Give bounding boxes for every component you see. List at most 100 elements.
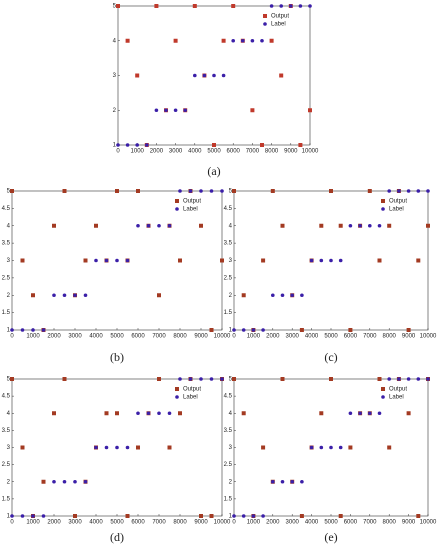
output-point [406, 328, 411, 332]
label-point [250, 38, 255, 43]
caption: (c) [324, 350, 337, 364]
x-tick-label: 4000 [188, 149, 202, 155]
label-point [289, 4, 293, 8]
output-point [329, 189, 333, 193]
output-point [104, 411, 109, 416]
y-tick-label: 5 [229, 377, 233, 383]
y-tick-label: 2.5 [224, 462, 233, 468]
output-point [250, 108, 255, 113]
output-point [167, 445, 172, 450]
legend-marker [175, 199, 179, 203]
label-point [290, 479, 295, 484]
output-point [416, 258, 421, 263]
label-point [167, 411, 172, 416]
output-point [426, 223, 430, 228]
y-tick-label: 2.5 [2, 462, 11, 468]
label-point [300, 293, 304, 298]
output-point [348, 445, 353, 450]
y-tick-label: 2 [229, 479, 233, 485]
legend-label: Output [271, 14, 289, 20]
output-point [157, 377, 161, 381]
y-tick-label: 3 [7, 258, 11, 264]
x-tick-label: 4000 [89, 520, 103, 526]
x-tick-label: 1000 [247, 520, 261, 526]
label-point [397, 189, 401, 193]
label-point [358, 223, 362, 228]
x-tick-label: 0 [232, 334, 236, 340]
x-tick-label: 5000 [324, 520, 338, 526]
label-point [368, 411, 372, 416]
output-point [209, 328, 214, 332]
x-tick-label: 4000 [89, 334, 103, 340]
x-tick-label: 2000 [150, 149, 164, 155]
output-point [115, 411, 119, 416]
label-point [41, 514, 46, 518]
label-point [202, 73, 207, 78]
output-point [308, 108, 312, 113]
label-point [183, 108, 187, 113]
label-point [115, 258, 119, 263]
y-tick-label: 1.5 [2, 496, 11, 502]
y-tick-label: 4 [7, 223, 11, 229]
label-point [10, 328, 14, 332]
x-tick-label: 8000 [173, 334, 187, 340]
y-tick-label: 3.5 [2, 241, 11, 247]
caption: (d) [110, 530, 124, 544]
y-tick-label: 2.5 [2, 275, 11, 281]
label-point [193, 73, 197, 78]
y-tick-label: 5 [113, 4, 117, 10]
output-point [115, 189, 119, 193]
label-point [271, 479, 275, 484]
output-point [178, 258, 182, 263]
output-point [367, 189, 372, 193]
label-point [280, 479, 285, 484]
output-point [260, 143, 264, 147]
label-point [31, 514, 35, 518]
output-point [319, 223, 324, 228]
label-point [308, 4, 312, 8]
x-tick-label: 3000 [169, 149, 183, 155]
x-tick-label: 6000 [344, 520, 358, 526]
output-point [154, 4, 159, 8]
legend-label: Output [183, 199, 201, 205]
x-tick-label: 1000 [131, 149, 145, 155]
label-point [377, 223, 382, 228]
x-tick-label: 6000 [131, 334, 145, 340]
label-point [178, 189, 182, 193]
label-point [220, 189, 224, 193]
label-point [241, 38, 245, 43]
y-tick-label: 1 [7, 328, 11, 334]
output-point [62, 377, 67, 381]
y-tick-label: 3.5 [2, 428, 11, 434]
label-point [271, 293, 275, 298]
output-point [338, 514, 343, 518]
output-point [377, 258, 382, 263]
x-tick-label: 0 [116, 149, 120, 155]
y-tick-label: 1.5 [2, 310, 11, 316]
x-tick-label: 6000 [344, 334, 358, 340]
label-point [52, 479, 56, 484]
output-point [41, 479, 46, 484]
y-tick-label: 3.5 [224, 428, 233, 434]
label-point [368, 223, 372, 228]
output-point [232, 377, 236, 381]
label-point [146, 411, 151, 416]
output-point [416, 514, 421, 518]
x-tick-label: 10000 [420, 520, 437, 526]
label-point [125, 258, 130, 263]
label-point [154, 108, 159, 113]
label-point [146, 223, 151, 228]
label-point [241, 514, 246, 518]
output-point [20, 258, 25, 263]
output-point [209, 514, 214, 518]
label-point [387, 189, 392, 193]
output-point [31, 293, 35, 298]
y-tick-label: 4.5 [224, 206, 233, 212]
label-point [62, 479, 67, 484]
y-tick-label: 2 [7, 479, 11, 485]
label-point [309, 445, 314, 450]
x-tick-label: 10000 [302, 149, 319, 155]
legend-label: Label [389, 207, 404, 213]
label-point [10, 514, 14, 518]
label-point [397, 377, 401, 381]
